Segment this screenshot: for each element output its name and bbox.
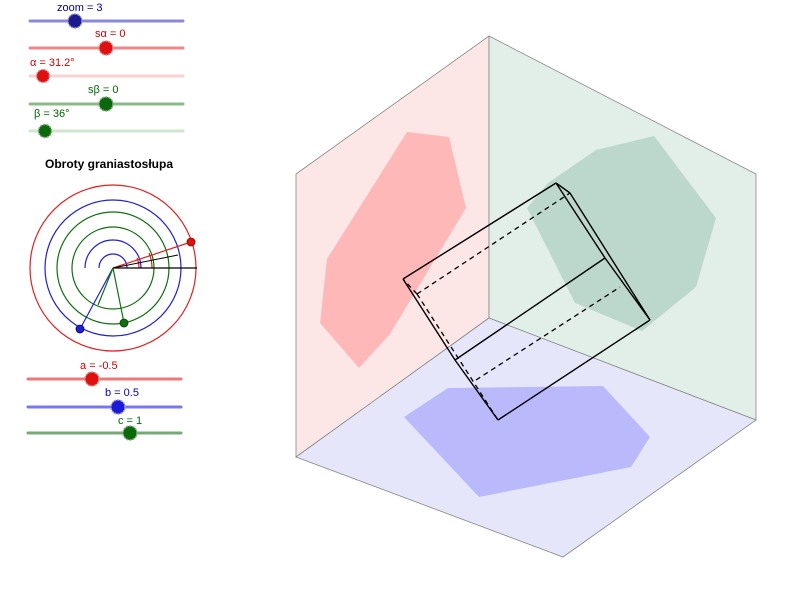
- prism-edge: [454, 257, 606, 361]
- prism-hidden-edge: [416, 293, 499, 421]
- prism-edge: [555, 182, 606, 259]
- prism-edge: [402, 182, 557, 280]
- b-slider-handle[interactable]: [110, 399, 126, 415]
- b-slider-label: b = 0.5: [105, 387, 139, 399]
- zoom-slider-label: zoom = 3: [57, 2, 103, 14]
- prism-hidden-edge: [402, 278, 418, 295]
- blue-point[interactable]: [75, 324, 85, 334]
- c-slider[interactable]: c = 1: [26, 415, 183, 441]
- green-ray-2: [97, 267, 114, 306]
- s-beta-slider-handle[interactable]: [98, 96, 114, 112]
- scene-3d: [295, 35, 757, 558]
- alpha-ray: [112, 241, 192, 269]
- alpha-slider[interactable]: α = 31.2°: [28, 57, 185, 84]
- blue-arc: [84, 239, 142, 269]
- blue-ray: [79, 267, 114, 330]
- c-slider-label: c = 1: [118, 415, 142, 427]
- prism-hidden-edge: [475, 286, 621, 381]
- rotation-dial: [29, 184, 197, 352]
- prism-edge: [604, 257, 651, 321]
- prism-edge: [569, 192, 651, 321]
- alpha-point[interactable]: [186, 237, 196, 247]
- a-slider[interactable]: a = -0.5: [26, 360, 183, 387]
- prism-hidden-edge: [416, 192, 571, 295]
- small-blue-arc: [98, 253, 128, 269]
- panel-title: Obroty graniastosłupa: [45, 157, 173, 171]
- beta-slider-label: β = 36°: [34, 108, 70, 120]
- s-beta-slider-label: sβ = 0: [88, 84, 118, 96]
- c-slider-handle[interactable]: [122, 425, 138, 441]
- s-alpha-slider-label: sα = 0: [95, 28, 126, 40]
- prism-hidden-edges: [402, 192, 621, 421]
- s-alpha-slider-handle[interactable]: [98, 40, 114, 56]
- zoom-slider[interactable]: zoom = 3: [28, 2, 185, 29]
- blue-projection: [404, 386, 650, 497]
- s-alpha-slider[interactable]: sα = 0: [28, 28, 185, 56]
- black-ray: [112, 254, 179, 269]
- prism-edge: [402, 278, 456, 361]
- a-slider-label: a = -0.5: [80, 360, 118, 372]
- green-projection: [527, 136, 716, 331]
- zoom-slider-handle[interactable]: [67, 13, 83, 29]
- prism-edge: [555, 182, 571, 194]
- a-slider-handle[interactable]: [84, 371, 100, 387]
- b-slider[interactable]: b = 0.5: [26, 387, 183, 415]
- alpha-slider-handle[interactable]: [35, 68, 51, 84]
- prism: [402, 182, 651, 421]
- beta-slider-handle[interactable]: [37, 123, 53, 139]
- s-beta-slider[interactable]: sβ = 0: [28, 84, 185, 112]
- green-point[interactable]: [119, 318, 129, 328]
- prism-edge: [497, 319, 651, 421]
- beta-slider[interactable]: β = 36°: [28, 108, 185, 139]
- red-projection: [320, 132, 466, 368]
- alpha-slider-label: α = 31.2°: [30, 57, 75, 69]
- green-ray: [112, 267, 125, 324]
